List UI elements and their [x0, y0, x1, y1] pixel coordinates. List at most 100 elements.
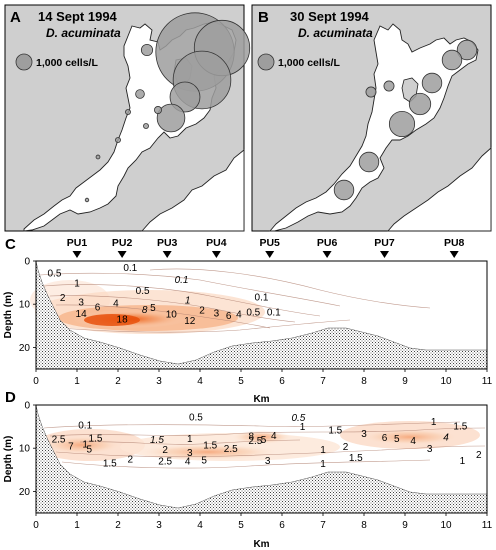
section-panel-c: C PU1 PU2 PU3 PU4 PU5 PU6 PU7 PU8 0.1 0.5 0.1 1	[3, 236, 493, 405]
plot-c-contours	[39, 268, 431, 333]
plot-c-xtick-label-1: 1	[74, 376, 80, 387]
plot-d-xtick-label-10: 10	[440, 520, 452, 531]
panel-d-letter: D	[5, 389, 16, 406]
map-a-circle-4	[156, 103, 186, 133]
plot-c-frame	[35, 260, 488, 370]
plot-c-xtick-label-6: 6	[279, 376, 285, 387]
plot-c-shading	[30, 280, 265, 334]
plot-c-xtick-label-9: 9	[402, 376, 408, 387]
plot-d-frame	[35, 404, 488, 514]
station-marker-pu4	[211, 251, 221, 258]
station-label-pu2: PU2	[112, 237, 133, 249]
map-b-circle-2	[421, 72, 443, 94]
plot-c-xlabel: Km	[253, 394, 269, 405]
plot-d-xtick-label-1: 1	[74, 520, 80, 531]
plot-d-xtick-label-3: 3	[156, 520, 162, 531]
plot-d-xtick-label-5: 5	[238, 520, 244, 531]
plot-c-xtick-label-0: 0	[33, 376, 39, 387]
map-b-circle-3	[408, 92, 432, 116]
map-b-circle-6	[365, 86, 377, 98]
map-b-coast-right	[387, 146, 492, 232]
plot-d-contour-3	[55, 445, 486, 458]
plot-c-contour-label-8: 3	[78, 298, 84, 309]
plot-d-contour-label-27: 5	[261, 435, 267, 446]
plot-c-contour-label-6: 0.1	[255, 292, 269, 303]
station-markers: PU1 PU2 PU3 PU4 PU5 PU6 PU7 PU8	[67, 237, 465, 258]
plot-c-contour-1	[39, 272, 341, 307]
map-b-circle-1	[441, 49, 463, 71]
plot-c-contour-label-17: 4	[236, 310, 242, 321]
plot-d-xtick-label-4: 4	[197, 520, 203, 531]
plot-c-ytick-label-10: 10	[19, 300, 31, 311]
map-a-circle-11	[95, 154, 101, 160]
plot-c-contour-label-15: 3	[214, 308, 220, 319]
plot-c-contour-label-18: 0.5	[246, 307, 260, 318]
plot-d-contour-5	[79, 439, 301, 445]
plot-c-xtick-label-8: 8	[361, 376, 367, 387]
plot-c-contour-2	[43, 284, 321, 317]
plot-d-xtick-label-6: 6	[279, 520, 285, 531]
map-a-circle-3	[169, 81, 201, 113]
plot-d-core-3	[360, 429, 460, 445]
plot-d-contour-label-18: 7	[68, 442, 74, 453]
plot-c-xtick-label-3: 3	[156, 376, 162, 387]
plot-c-contour-label-11: 8	[142, 305, 148, 316]
plot-c-contour-label-20: 14	[76, 309, 88, 320]
plot-c-contour-label-3: 1	[74, 279, 80, 290]
plot-d-ylabel: Depth (m)	[3, 436, 14, 483]
plot-c-contour-label-22: 12	[184, 316, 196, 327]
plot-d-contour-label-36: 5	[201, 455, 207, 466]
plot-d-contour-label-35: 4	[185, 457, 191, 468]
plot-c-contour-label-21: 18	[117, 314, 129, 325]
map-a-circle-5	[140, 43, 154, 57]
plot-d-contour-label-34: 2.5	[158, 457, 172, 468]
plot-c-contour-label-9: 6	[95, 302, 101, 313]
plot-d-contour-label-6: 1.5	[328, 426, 342, 437]
map-a-circle-8	[125, 109, 131, 115]
plot-d-contour-label-17: 1	[82, 439, 88, 450]
plot-c-contour-label-16: 6	[226, 311, 232, 322]
map-b-circle-4	[388, 110, 416, 138]
map-a-circle-9	[143, 123, 149, 129]
map-a-circle-12	[84, 197, 90, 203]
map-a-circle-6	[135, 89, 145, 99]
plot-d-contour-label-4: 1	[431, 417, 437, 428]
plot-c-contour-label-10: 4	[113, 298, 119, 309]
plot-d-core-0	[42, 436, 122, 454]
plot-d-contour-label-26: 2.5	[248, 436, 262, 447]
plot-c-contour-3	[49, 295, 296, 323]
plot-d-xtick-label-2: 2	[115, 520, 121, 531]
plot-d-contour-label-33: 2	[128, 455, 134, 466]
plot-c-xtick-label-2: 2	[115, 376, 121, 387]
station-label-pu6: PU6	[317, 237, 338, 249]
map-b-circles	[333, 39, 478, 201]
plot-d-ytick-label-20: 20	[19, 487, 31, 498]
plot-c-contour-label-7: 2	[60, 293, 66, 304]
plot-d-xtick-label-11: 11	[482, 520, 493, 531]
plot-c-max	[84, 314, 140, 326]
plot-d-contour-label-1: 0.5	[291, 413, 305, 424]
station-label-pu7: PU7	[374, 237, 395, 249]
panel-a-letter: A	[10, 9, 21, 26]
plot-d-contour-2	[49, 427, 486, 437]
plot-d-contour-label-38: 1	[320, 459, 326, 470]
plot-d-contour-label-19: 5	[87, 445, 93, 456]
plot-c-contour-6	[149, 268, 431, 309]
plot-d-contour-label-39: 1.5	[349, 453, 363, 464]
map-a-circle-10	[115, 137, 121, 143]
station-label-pu4: PU4	[206, 237, 227, 249]
plot-d-contour-label-20: 1.5	[150, 435, 164, 446]
map-b-circle-5	[383, 80, 395, 92]
plot-c-contour-label-13: 10	[166, 310, 178, 321]
map-b-circle-0	[456, 39, 478, 61]
station-marker-pu2	[117, 251, 127, 258]
plot-c-contour-labels: 0.10.50.110.51 0.12 3 6 48 510 2 3 6 4 0.5 0.114 18 1…	[47, 263, 281, 327]
plot-d-contour-label-16: 2.5	[52, 435, 66, 446]
plot-d-contour-4	[61, 459, 431, 469]
plot-d-seabed	[35, 404, 488, 514]
